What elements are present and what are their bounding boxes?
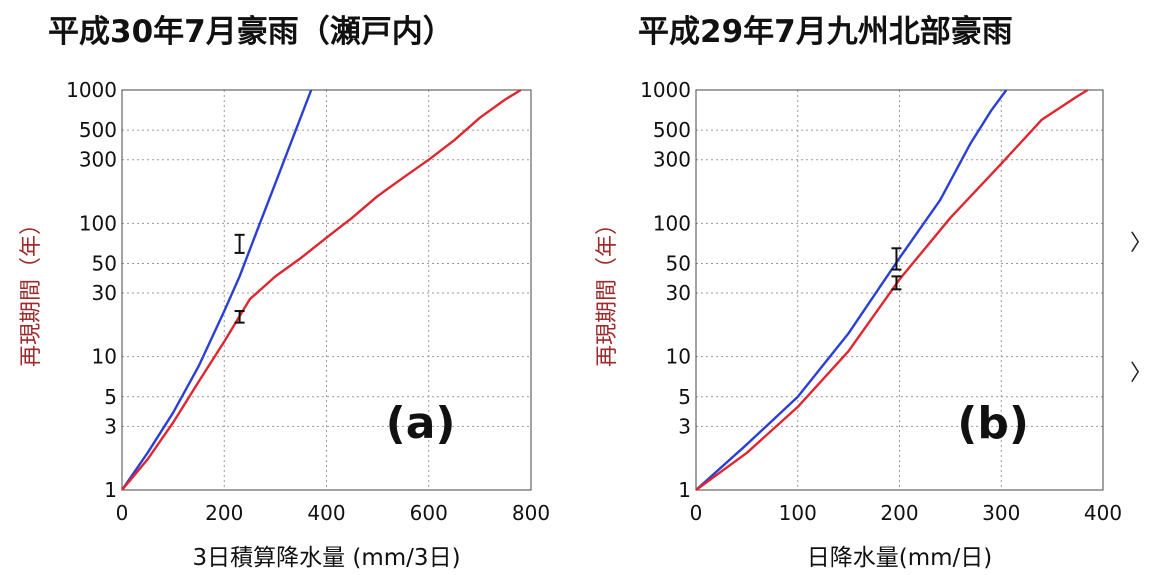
- y-tick-label: 5: [104, 385, 117, 409]
- plot-frame: [121, 89, 532, 491]
- error-bar: [891, 275, 902, 291]
- chart-title-b: 平成29年7月九州北部豪雨: [638, 14, 1013, 50]
- y-tick-label: 1000: [66, 78, 117, 102]
- chart-panel-a: 平成30年7月豪雨（瀬戸内） 0 200 400 600 800 1 3 5 10 30 50 100…: [19, 14, 550, 571]
- plot-frame: [695, 89, 1104, 491]
- cropped-edge-glyph: 〉: [1129, 231, 1152, 256]
- y-tick-label: 100: [653, 211, 691, 235]
- y-tick-label: 500: [653, 118, 691, 142]
- y-tick-label: 300: [653, 148, 691, 172]
- series-line-blue: [695, 89, 1008, 491]
- y-tick-label: 300: [79, 148, 117, 172]
- y-tick-label: 5: [678, 385, 691, 409]
- y-tick-label: 1000: [640, 78, 691, 102]
- x-tick-label: 100: [779, 501, 817, 525]
- y-axis-label: 再現期間（年）: [19, 213, 44, 367]
- y-tick-label: 30: [92, 281, 117, 305]
- x-axis-label: 日降水量(mm/日): [807, 545, 993, 571]
- y-tick-label: 3: [104, 414, 117, 438]
- y-tick-label: 100: [79, 211, 117, 235]
- y-tick-label: 50: [92, 251, 117, 275]
- chart-plot-b: 0 100 200 300 400 1 3 5 10 30 50 100 300 500 1000 (b) 日降…: [595, 78, 1122, 571]
- y-tick-label: 30: [666, 281, 691, 305]
- x-tick-label: 0: [116, 501, 129, 525]
- x-tick-label: 0: [690, 501, 703, 525]
- error-bar: [234, 310, 245, 324]
- y-tick-label: 1: [104, 478, 117, 502]
- x-tick-label: 400: [1084, 501, 1122, 525]
- chart-title-a: 平成30年7月豪雨（瀬戸内）: [48, 14, 454, 50]
- error-bar: [234, 233, 245, 254]
- x-tick-label: 600: [410, 501, 448, 525]
- y-tick-label: 500: [79, 118, 117, 142]
- y-tick-label: 10: [92, 345, 117, 369]
- x-axis-label: 3日積算降水量 (mm/3日): [192, 545, 460, 571]
- y-tick-label: 50: [666, 251, 691, 275]
- series-line-blue: [121, 89, 313, 491]
- series-line-red: [121, 88, 522, 491]
- y-tick-label: 10: [666, 345, 691, 369]
- panel-letter: (b): [957, 398, 1029, 449]
- y-tick-label: 3: [678, 414, 691, 438]
- x-tick-label: 200: [880, 501, 918, 525]
- x-tick-label: 300: [982, 501, 1020, 525]
- chart-plot-a: 0 200 400 600 800 1 3 5 10 30 50 100 300 500 1000 (a) 3日…: [19, 78, 550, 571]
- x-tick-label: 800: [512, 501, 550, 525]
- series-line-red: [695, 88, 1089, 491]
- cropped-edge-glyph: 〉: [1129, 361, 1152, 386]
- panel-letter: (a): [386, 398, 456, 449]
- x-tick-label: 400: [307, 501, 345, 525]
- y-tick-label: 1: [678, 478, 691, 502]
- y-axis-label: 再現期間（年）: [595, 213, 620, 367]
- error-bar: [891, 247, 902, 271]
- chart-panel-b: 平成29年7月九州北部豪雨 0 100 200 300 400 1 3 5 10 30 50 100 3…: [576, 0, 1152, 575]
- x-tick-label: 200: [205, 501, 243, 525]
